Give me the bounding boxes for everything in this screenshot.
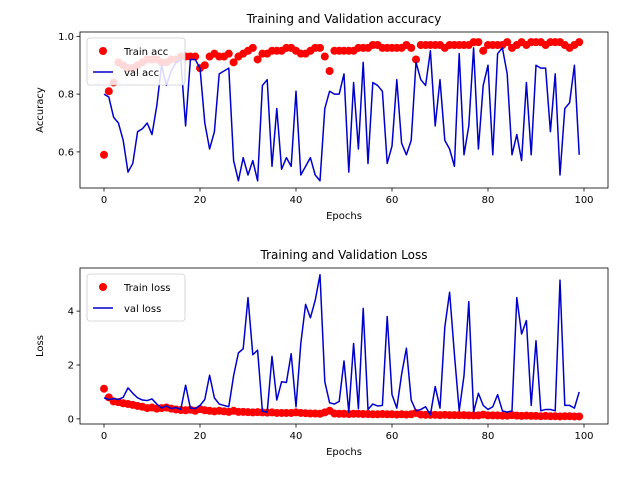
series-train-loss xyxy=(100,384,584,421)
y-axis-label: Accuracy xyxy=(35,87,46,133)
data-point xyxy=(320,52,329,61)
data-point xyxy=(253,55,262,64)
legend-box xyxy=(86,273,186,322)
legend-entry: Train loss xyxy=(123,283,171,294)
data-point xyxy=(474,38,483,47)
x-tick-label: 60 xyxy=(386,195,399,206)
chart-title: Training and Validation Loss xyxy=(260,248,428,262)
legend-entry: val acc xyxy=(124,68,159,79)
chart-title: Training and Validation accuracy xyxy=(246,12,442,26)
data-point xyxy=(479,46,488,55)
axes-frame xyxy=(79,31,609,189)
legend-entry: Train acc xyxy=(123,47,168,58)
legend: Train loss val loss xyxy=(86,273,186,322)
data-point xyxy=(224,49,233,58)
x-tick-label: 80 xyxy=(482,431,495,442)
x-tick-label: 100 xyxy=(574,431,593,442)
data-point xyxy=(412,55,420,64)
y-axis-label: Loss xyxy=(35,335,46,357)
legend-entry: val loss xyxy=(124,304,161,315)
legend-marker-swatch xyxy=(99,47,107,55)
data-point xyxy=(325,67,334,75)
x-tick-label: 0 xyxy=(101,195,107,206)
x-tick-label: 40 xyxy=(290,195,303,206)
data-point xyxy=(503,38,512,47)
x-tick-label: 60 xyxy=(386,431,399,442)
series-val-loss xyxy=(103,273,580,416)
x-tick-label: 20 xyxy=(194,431,207,442)
y-tick-label: 0.6 xyxy=(58,147,74,158)
x-axis-label: Epochs xyxy=(326,211,362,222)
x-tick-label: 80 xyxy=(482,195,495,206)
data-point xyxy=(575,38,584,47)
y-tick-label: 2 xyxy=(68,360,74,371)
x-axis-label: Epochs xyxy=(326,447,362,458)
chart-panel-1: Training and Validation accuracy 0 20 40 60 8… xyxy=(35,12,609,222)
data-point xyxy=(100,150,108,159)
legend: Train acc val acc xyxy=(86,37,186,86)
axes-frame xyxy=(79,267,609,425)
data-point xyxy=(316,43,324,52)
data-point xyxy=(191,52,200,61)
x-tick-label: 100 xyxy=(574,195,593,206)
y-tick-label: 0 xyxy=(68,414,74,425)
data-point xyxy=(248,43,257,52)
data-point xyxy=(104,87,113,96)
x-tick-label: 0 xyxy=(101,431,107,442)
series-line xyxy=(103,47,580,182)
y-tick-label: 1.0 xyxy=(58,32,74,43)
data-point xyxy=(229,58,238,67)
y-tick-label: 0.8 xyxy=(58,90,74,101)
x-tick-label: 20 xyxy=(194,195,207,206)
series-val-acc xyxy=(103,47,580,182)
legend-marker-swatch xyxy=(99,283,107,291)
legend-box xyxy=(86,37,186,86)
y-tick-label: 4 xyxy=(68,307,74,318)
x-tick-label: 40 xyxy=(290,431,303,442)
data-point xyxy=(575,412,584,421)
data-point xyxy=(200,61,209,70)
data-point xyxy=(407,43,416,52)
data-point xyxy=(100,384,108,393)
series-line xyxy=(103,273,580,416)
